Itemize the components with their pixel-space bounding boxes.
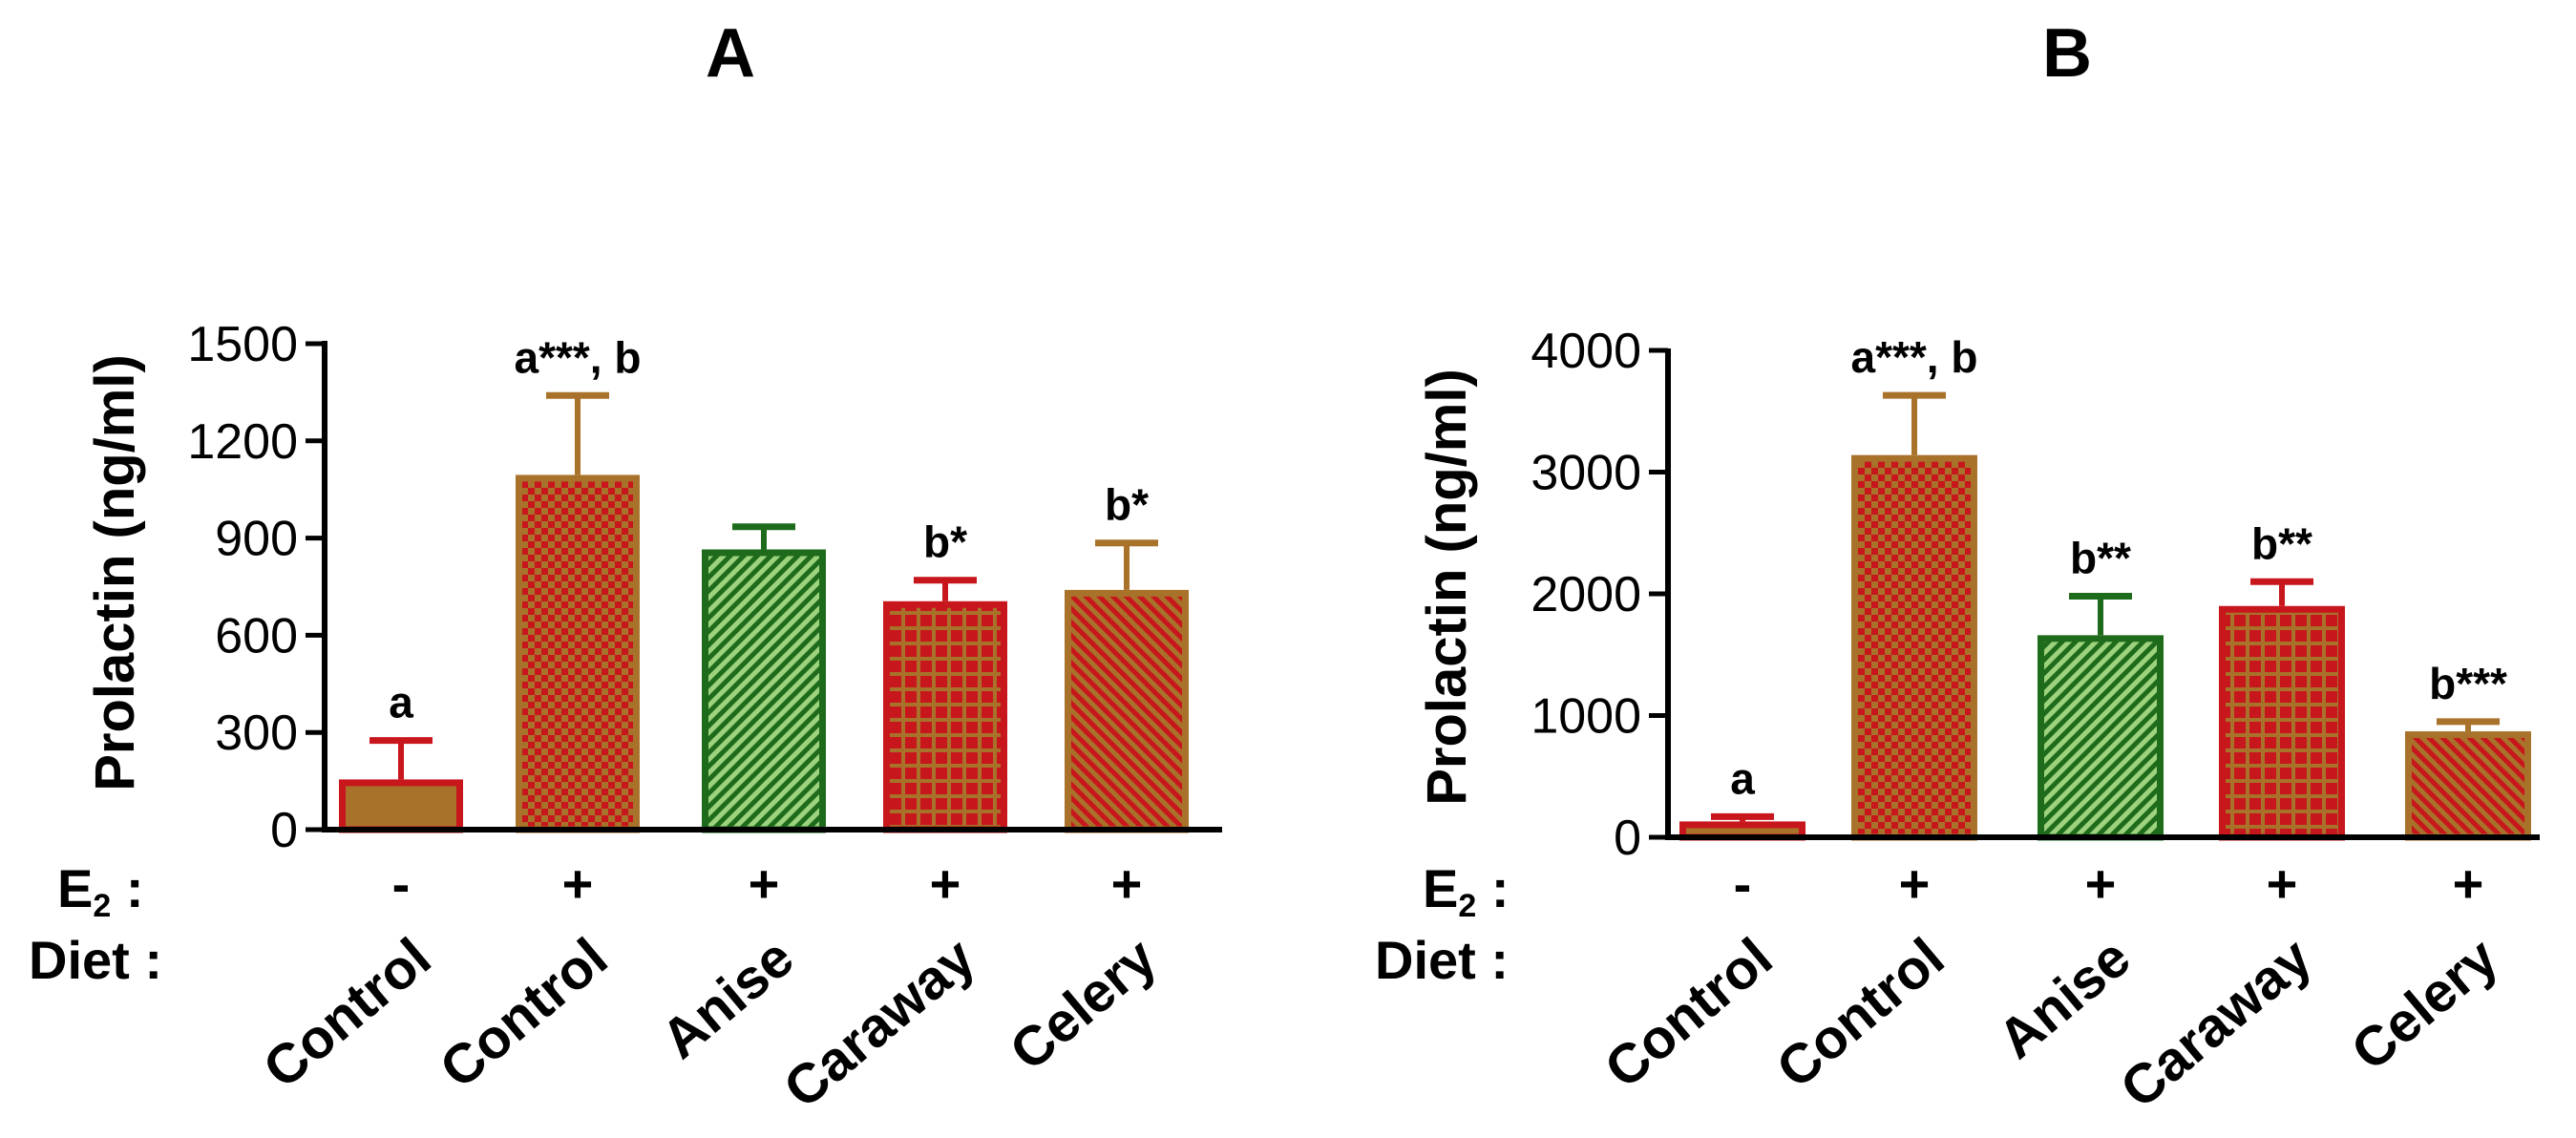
category-label: Control (429, 926, 620, 1100)
significance-label: b* (923, 517, 967, 567)
bar (1065, 589, 1189, 833)
e2-sign: + (562, 854, 594, 914)
category-label: Caraway (2109, 926, 2324, 1120)
y-tick-label: 1500 (187, 317, 298, 372)
panel-b-y-axis-label: Prolactin (ng/ml) (1416, 369, 1478, 806)
category-label: Control (1594, 926, 1784, 1100)
bar (2219, 605, 2345, 841)
panel-a-bars (339, 474, 1189, 833)
category-label: Control (252, 926, 443, 1100)
panel-a-e2-row-label: E2 : (57, 858, 144, 924)
e2-sign: - (1734, 854, 1752, 914)
y-tick-label: 300 (215, 706, 298, 761)
panel-a-y-ticks: 0 300 600 900 1200 1500 (187, 317, 325, 858)
panel-b-y-ticks: 0 1000 2000 3000 4000 (1531, 324, 1668, 866)
panel-b-x-labels: -Control+Control+Anise+Caraway+Celery (1594, 854, 2510, 1120)
y-tick-label: 4000 (1531, 324, 1641, 379)
panel-b-e2-row-label: E2 : (1423, 858, 1510, 924)
category-label: Celery (2340, 926, 2510, 1083)
significance-label: a (389, 678, 413, 727)
bar (702, 549, 826, 833)
bar (2405, 731, 2531, 841)
bar (339, 779, 463, 833)
panel-b-error-bars (1711, 391, 2500, 822)
significance-label: a (1730, 753, 1755, 803)
panel-a-x-labels: -Control+Control+Anise+Caraway+Celery (252, 854, 1169, 1120)
panel-a-y-axis-label: Prolactin (ng/ml) (84, 354, 146, 791)
e2-sign: + (1899, 854, 1931, 914)
panel-a-error-bars (370, 391, 1158, 780)
panel-a: A Prolactin (ng/ml) 0 300 600 900 1200 1500 a… (29, 15, 1222, 1120)
panel-b-diet-row-label: Diet : (1375, 930, 1509, 990)
bar (516, 474, 640, 833)
y-tick-label: 3000 (1531, 446, 1641, 501)
y-tick-label: 1000 (1531, 689, 1641, 745)
panel-a-title: A (706, 15, 755, 92)
panel-b-title: B (2042, 15, 2092, 92)
e2-sign: + (2453, 854, 2484, 914)
bar (883, 601, 1007, 833)
y-tick-label: 600 (215, 608, 298, 664)
panel-a-annotations: a a***, b b* b* (389, 332, 1149, 727)
e2-sign: + (749, 854, 780, 914)
y-tick-label: 1200 (187, 414, 298, 470)
significance-label: b*** (2429, 659, 2507, 708)
y-tick-label: 900 (215, 512, 298, 567)
significance-label: b* (1105, 480, 1149, 530)
bar (1851, 454, 1977, 841)
panel-b-annotations: a a***, b b** b** b*** (1730, 332, 2507, 803)
category-label: Celery (999, 926, 1169, 1083)
category-label: Control (1765, 926, 1956, 1100)
bar (2038, 635, 2164, 841)
category-label: Anise (650, 926, 806, 1070)
category-label: Caraway (772, 926, 987, 1120)
y-tick-label: 0 (270, 803, 298, 858)
significance-label: a***, b (515, 332, 642, 382)
e2-sign: - (392, 854, 411, 914)
significance-label: b** (2070, 534, 2131, 583)
e2-sign: + (1111, 854, 1143, 914)
category-label: Anise (1987, 926, 2143, 1070)
e2-sign: + (2267, 854, 2298, 914)
y-tick-label: 2000 (1531, 567, 1641, 622)
significance-label: a***, b (1851, 332, 1978, 382)
significance-label: b** (2251, 518, 2312, 568)
panel-b-bars (1679, 454, 2531, 841)
e2-sign: + (2085, 854, 2117, 914)
e2-sign: + (930, 854, 961, 914)
y-tick-label: 0 (1614, 811, 1641, 866)
panel-a-diet-row-label: Diet : (29, 930, 162, 990)
